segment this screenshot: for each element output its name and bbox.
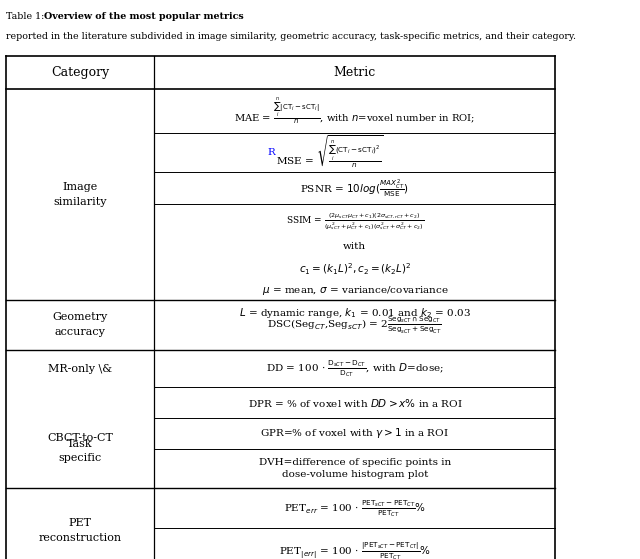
Text: DPR = % of voxel with $DD > x\%$ in a ROI: DPR = % of voxel with $DD > x\%$ in a RO… [248, 397, 462, 409]
Text: Overview of the most popular metrics: Overview of the most popular metrics [44, 12, 244, 21]
Text: reported in the literature subdivided in image similarity, geometric accuracy, t: reported in the literature subdivided in… [6, 32, 575, 41]
Text: PET$_{err}$ = 100 $\cdot$ $\frac{\mathrm{PET}_{sCT}-\mathrm{PET}_{CT}}{\mathrm{P: PET$_{err}$ = 100 $\cdot$ $\frac{\mathrm… [284, 498, 426, 519]
Text: with: with [343, 242, 367, 251]
Text: PET$_{|err|}$ = 100 $\cdot$ $\frac{|\mathrm{PET}_{sCT}-\mathrm{PET}_{CT}|}{\math: PET$_{|err|}$ = 100 $\cdot$ $\frac{|\mat… [279, 539, 431, 559]
Text: R: R [268, 148, 276, 157]
Text: PET
reconstruction: PET reconstruction [38, 518, 122, 543]
Text: $\mu$ = mean, $\sigma$ = variance/covariance: $\mu$ = mean, $\sigma$ = variance/covari… [262, 284, 448, 297]
Text: DD = 100 $\cdot$ $\frac{\mathrm{D}_{sCT}-\mathrm{D}_{CT}}{\mathrm{D}_{CT}}$, wit: DD = 100 $\cdot$ $\frac{\mathrm{D}_{sCT}… [266, 358, 444, 379]
Text: Geometry
accuracy: Geometry accuracy [52, 312, 108, 337]
Text: MSE = $\sqrt{\frac{\sum_i^n(\mathrm{CT}_i-\mathrm{sCT}_i)^2}{n}}$: MSE = $\sqrt{\frac{\sum_i^n(\mathrm{CT}_… [276, 134, 384, 170]
Text: Image
similarity: Image similarity [53, 182, 107, 207]
Text: MR-only \&: MR-only \& [48, 363, 112, 373]
Text: Table 1:: Table 1: [6, 12, 47, 21]
Text: GPR=% of voxel with $\gamma > 1$ in a ROI: GPR=% of voxel with $\gamma > 1$ in a RO… [260, 427, 449, 440]
Text: $c_1 = (k_1L)^2, c_2 = (k_2L)^2$: $c_1 = (k_1L)^2, c_2 = (k_2L)^2$ [298, 262, 411, 277]
Text: CBCT-to-CT: CBCT-to-CT [47, 433, 113, 443]
Text: Metric: Metric [333, 66, 376, 79]
Text: $L$ = dynamic range, $k_1$ = 0.01 and $k_2$ = 0.03: $L$ = dynamic range, $k_1$ = 0.01 and $k… [239, 306, 471, 320]
Text: DSC(Seg$_{CT}$,Seg$_{sCT}$) = 2$\frac{\mathrm{Seg}_{sCT}\cap\mathrm{Seg}_{CT}}{\: DSC(Seg$_{CT}$,Seg$_{sCT}$) = 2$\frac{\m… [268, 314, 442, 335]
Text: Task
specific: Task specific [58, 439, 102, 463]
Text: PSNR = $10log(\frac{MAX^2_{CT}}{\mathrm{MSE}})$: PSNR = $10log(\frac{MAX^2_{CT}}{\mathrm{… [300, 177, 409, 199]
Text: DVH=difference of specific points in
dose-volume histogram plot: DVH=difference of specific points in dos… [259, 458, 451, 479]
Text: MAE = $\frac{\sum_i^n|\mathrm{CT}_i-\mathrm{sCT}_i|}{n}$, with $n$=voxel number : MAE = $\frac{\sum_i^n|\mathrm{CT}_i-\mat… [234, 96, 476, 126]
Text: Category: Category [51, 66, 109, 79]
Text: SSIM = $\frac{(2\mu_{sCT}\mu_{CT}+c_1)(2\sigma_{sCT,rCT}+c_2)}{(\mu^2_{sCT}+\mu^: SSIM = $\frac{(2\mu_{sCT}\mu_{CT}+c_1)(2… [285, 211, 424, 231]
